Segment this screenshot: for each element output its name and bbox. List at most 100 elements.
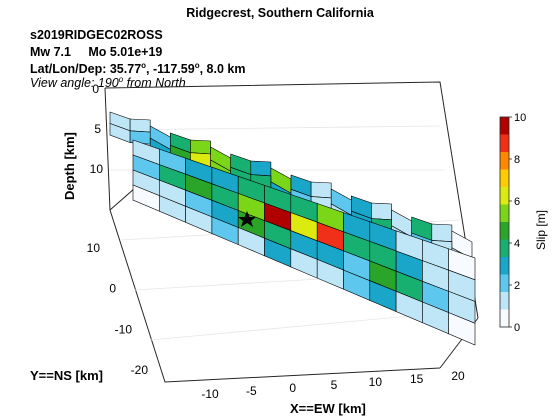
colorbar-segment bbox=[500, 246, 509, 251]
colorbar-tick-label: 8 bbox=[514, 154, 520, 166]
colorbar-segment bbox=[500, 155, 509, 160]
colorbar-tick-label: 6 bbox=[514, 196, 520, 208]
colorbar-segment bbox=[500, 236, 509, 241]
colorbar-segment bbox=[500, 183, 509, 188]
colorbar-segment bbox=[500, 166, 509, 171]
colorbar-segment bbox=[500, 281, 509, 286]
colorbar-segment bbox=[500, 194, 509, 199]
colorbar-segment bbox=[500, 264, 509, 269]
z-tick-labels: 0 5 10 bbox=[90, 82, 104, 176]
colorbar-tick-label: 4 bbox=[514, 238, 520, 250]
colorbar-segment bbox=[500, 260, 509, 265]
colorbar-segment bbox=[500, 180, 509, 185]
colorbar-segment bbox=[500, 299, 509, 304]
colorbar-segment bbox=[500, 218, 509, 223]
colorbar-segment bbox=[500, 124, 509, 129]
colorbar-segment bbox=[500, 159, 509, 164]
x-tick-label: -10 bbox=[201, 387, 219, 401]
colorbar-segment bbox=[500, 145, 509, 150]
slip-patch bbox=[431, 223, 453, 243]
x-tick-label: 5 bbox=[331, 378, 338, 392]
depth-value: 8.0 km bbox=[206, 62, 246, 77]
colorbar-segment bbox=[500, 120, 509, 125]
colorbar-segment bbox=[500, 323, 509, 328]
slip-patch bbox=[190, 139, 211, 155]
colorbar-tick-label: 10 bbox=[514, 112, 526, 124]
colorbar: 0 2 4 6 8 10 bbox=[499, 112, 526, 334]
colorbar-segment bbox=[500, 285, 509, 290]
view-value: 190 bbox=[97, 76, 119, 91]
magnitude-line: Mw 7.1 Mo 5.01e+19 bbox=[30, 45, 163, 59]
slip-patch bbox=[129, 118, 151, 133]
colorbar-segment bbox=[500, 187, 509, 192]
colorbar-segment bbox=[500, 117, 509, 122]
colorbar-segment bbox=[500, 309, 509, 314]
z-tick-label: 5 bbox=[94, 122, 101, 136]
event-id: s2019RIDGEC02ROSS bbox=[30, 28, 163, 42]
colorbar-segment bbox=[500, 267, 509, 272]
colorbar-segment bbox=[500, 176, 509, 181]
colorbar-segment bbox=[500, 278, 509, 283]
y-tick-label: -20 bbox=[131, 363, 149, 377]
y-tick-label: 0 bbox=[109, 282, 116, 296]
colorbar-segment bbox=[500, 225, 509, 230]
y-tick-label: 10 bbox=[87, 241, 101, 255]
colorbar-segment bbox=[500, 250, 509, 255]
colorbar-segment bbox=[500, 162, 509, 167]
y-tick-label: -10 bbox=[115, 322, 133, 336]
colorbar-segment bbox=[500, 274, 509, 279]
colorbar-segment bbox=[500, 292, 509, 297]
colorbar-segment bbox=[500, 232, 509, 237]
colorbar-segment bbox=[500, 316, 509, 321]
colorbar-segment bbox=[500, 197, 509, 202]
colorbar-segment bbox=[500, 134, 509, 139]
colorbar-segment bbox=[500, 320, 509, 325]
colorbar-segment bbox=[500, 190, 509, 195]
z-tick-label: 0 bbox=[92, 82, 99, 96]
colorbar-segment bbox=[500, 148, 509, 153]
z-axis-label: Depth [km] bbox=[62, 132, 77, 200]
chart-title: Ridgecrest, Southern California bbox=[186, 6, 374, 20]
z-tick-label: 10 bbox=[90, 162, 104, 176]
colorbar-segment bbox=[500, 141, 509, 146]
colorbar-segment bbox=[500, 169, 509, 174]
slip-patch bbox=[371, 202, 392, 221]
colorbar-segment bbox=[500, 173, 509, 178]
slip-patch bbox=[250, 160, 272, 177]
y-axis-label: Y==NS [km] bbox=[30, 368, 103, 383]
colorbar-segment bbox=[500, 302, 509, 307]
slip-patch bbox=[448, 312, 476, 346]
lat-value: 35.77 bbox=[109, 62, 142, 77]
colorbar-segment bbox=[500, 253, 509, 258]
colorbar-segment bbox=[500, 131, 509, 136]
x-tick-label: 10 bbox=[369, 375, 383, 389]
colorbar-segment bbox=[500, 229, 509, 234]
colorbar-segment bbox=[500, 295, 509, 300]
colorbar-segment bbox=[500, 201, 509, 206]
x-tick-labels: -10 -5 0 5 10 15 20 bbox=[201, 369, 465, 401]
slip-patch bbox=[310, 181, 332, 199]
colorbar-segment bbox=[500, 208, 509, 213]
colorbar-segment bbox=[500, 306, 509, 311]
colorbar-segment bbox=[500, 152, 509, 157]
colorbar-segment bbox=[500, 271, 509, 276]
location-line: Lat/Lon/Dep: 35.77o, -117.59o, 8.0 km bbox=[30, 61, 246, 77]
colorbar-tick-label: 0 bbox=[514, 322, 520, 334]
colorbar-segment bbox=[500, 211, 509, 216]
colorbar-segment bbox=[500, 222, 509, 227]
main-fault-patches bbox=[132, 139, 476, 346]
colorbar-frame bbox=[499, 116, 510, 328]
hypocenter-star bbox=[238, 211, 256, 227]
colorbar-label: Slip [m] bbox=[534, 209, 548, 250]
x-tick-label: 20 bbox=[451, 369, 465, 383]
y-tick-labels: 10 0 -10 -20 bbox=[87, 241, 149, 377]
colorbar-segment bbox=[500, 215, 509, 220]
x-axis-label: X==EW [km] bbox=[290, 401, 366, 416]
colorbar-segment bbox=[500, 138, 509, 143]
colorbar-segment bbox=[500, 257, 509, 262]
colorbar-segment bbox=[500, 313, 509, 318]
colorbar-segment bbox=[500, 127, 509, 132]
x-tick-label: -5 bbox=[246, 384, 257, 398]
colorbar-segment bbox=[500, 288, 509, 293]
